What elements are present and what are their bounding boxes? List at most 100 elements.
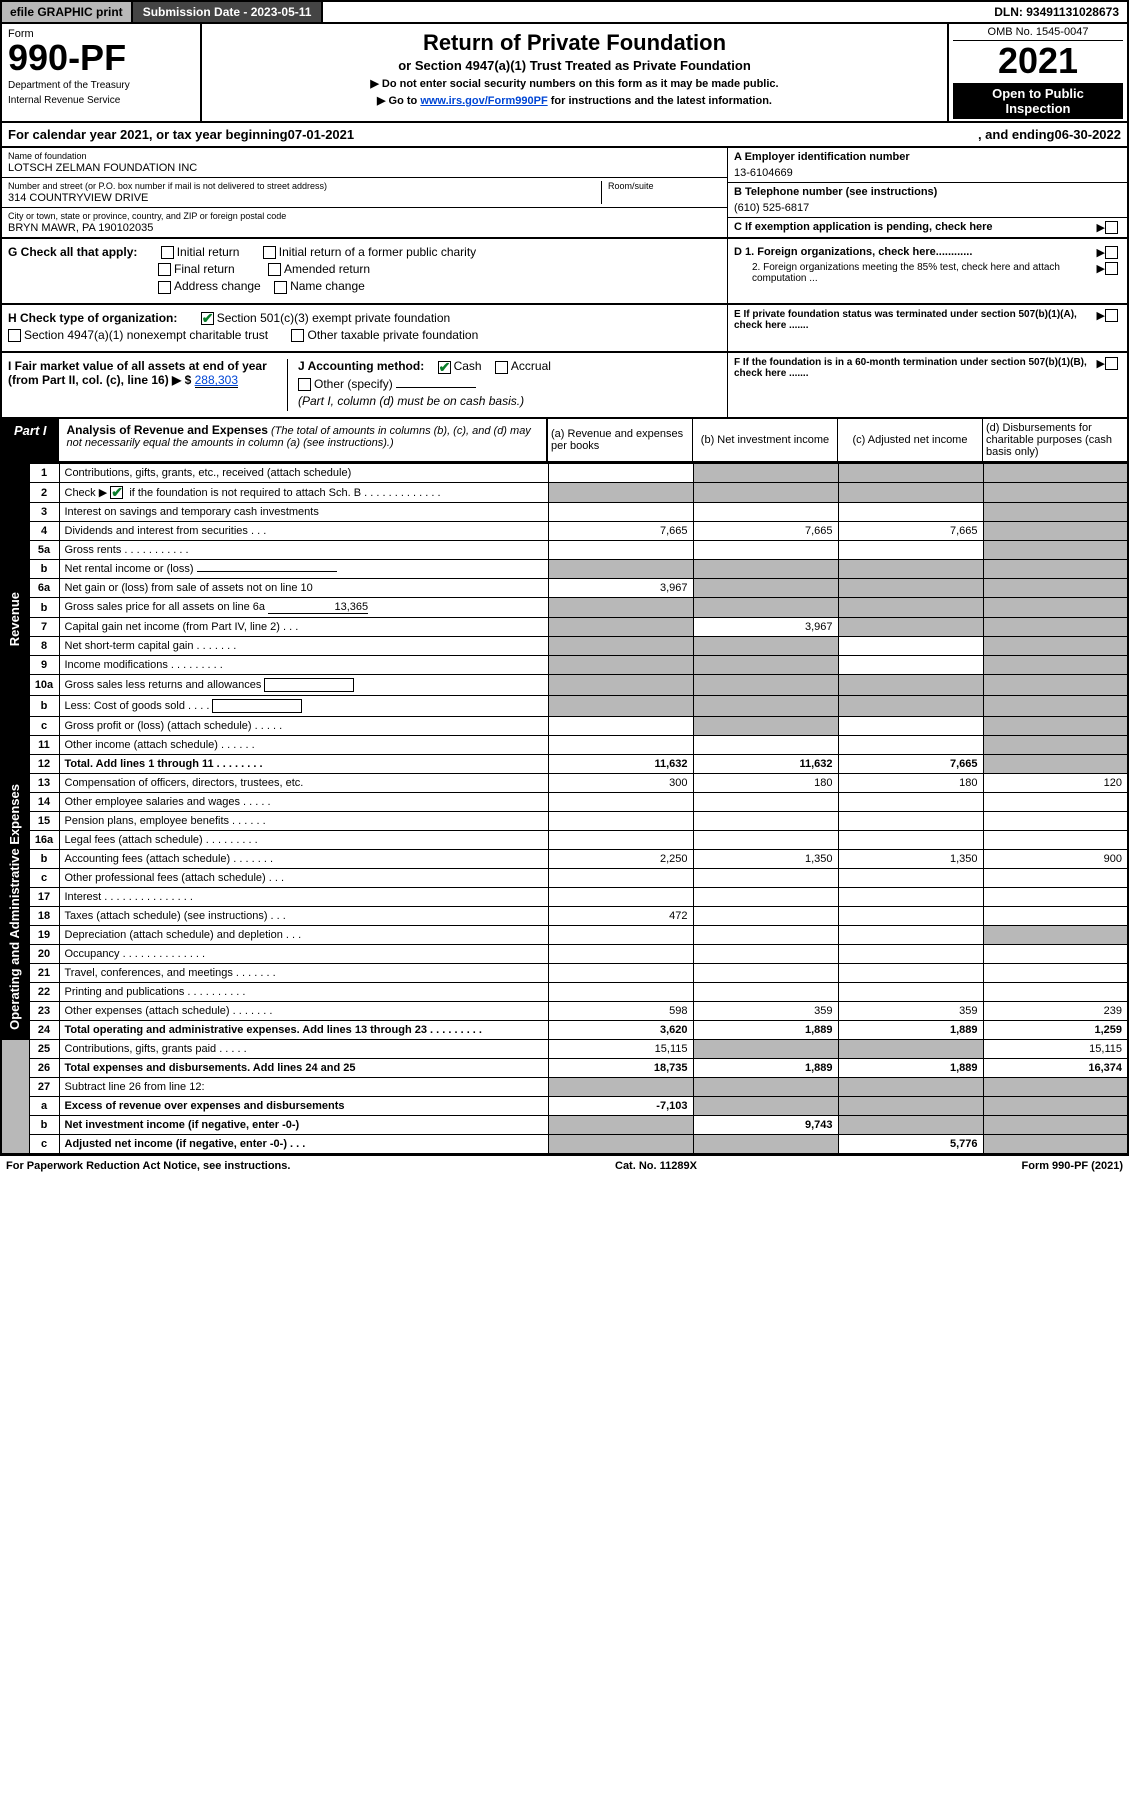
checks-ij-f: I Fair market value of all assets at end… (0, 353, 1129, 419)
row-5a: 5a Gross rents . . . . . . . . . . . (1, 541, 1128, 560)
r23-b: 359 (693, 1002, 838, 1021)
arrow-icon: ▶ (1097, 246, 1105, 259)
expenses-side-label: Operating and Administrative Expenses (1, 774, 29, 1040)
row-16c: c Other professional fees (attach schedu… (1, 869, 1128, 888)
row-22: 22 Printing and publications . . . . . .… (1, 983, 1128, 1002)
g-amended: Amended return (284, 262, 370, 276)
j-other-cb[interactable] (298, 378, 311, 391)
col-b-header: (b) Net investment income (692, 419, 837, 461)
ln-19: 19 (29, 926, 59, 945)
city-label: City or town, state or province, country… (8, 211, 721, 221)
desc-14: Other employee salaries and wages . . . … (59, 793, 548, 812)
desc-5b: Net rental income or (loss) (59, 560, 548, 579)
e-block: E If private foundation status was termi… (727, 305, 1127, 352)
phone-label: B Telephone number (see instructions) (734, 186, 1121, 198)
ln-5b: b (29, 560, 59, 579)
row-8: 8 Net short-term capital gain . . . . . … (1, 637, 1128, 656)
j-other-line (396, 387, 476, 388)
ln-5a: 5a (29, 541, 59, 560)
desc-10b: Less: Cost of goods sold . . . . (59, 696, 548, 717)
j-accrual: Accrual (511, 359, 551, 373)
j-accrual-cb[interactable] (495, 361, 508, 374)
row-14: 14 Other employee salaries and wages . .… (1, 793, 1128, 812)
footer-formref: Form 990-PF (2021) (1022, 1160, 1123, 1172)
row-21: 21 Travel, conferences, and meetings . .… (1, 964, 1128, 983)
desc-27b: Net investment income (if negative, ente… (59, 1116, 548, 1135)
header-title-block: Return of Private Foundation or Section … (202, 24, 947, 121)
g-initial-return-cb[interactable] (161, 246, 174, 259)
g-address-change-cb[interactable] (158, 281, 171, 294)
r4-c: 7,665 (838, 522, 983, 541)
open-to-public: Open to Public Inspection (953, 83, 1123, 119)
id-right: A Employer identification number 13-6104… (727, 148, 1127, 237)
desc-16c: Other professional fees (attach schedule… (59, 869, 548, 888)
d1-checkbox[interactable] (1105, 246, 1118, 259)
ln-15: 15 (29, 812, 59, 831)
desc-24: Total operating and administrative expen… (59, 1021, 548, 1040)
g-final-return-cb[interactable] (158, 263, 171, 276)
desc-7: Capital gain net income (from Part IV, l… (59, 618, 548, 637)
r16b-b: 1,350 (693, 850, 838, 869)
g-amended-cb[interactable] (268, 263, 281, 276)
row-17: 17 Interest . . . . . . . . . . . . . . … (1, 888, 1128, 907)
r16b-a: 2,250 (548, 850, 693, 869)
arrow-icon: ▶ (1097, 357, 1105, 379)
d1-label: D 1. Foreign organizations, check here..… (734, 246, 1097, 259)
desc-9: Income modifications . . . . . . . . . (59, 656, 548, 675)
i-fmv-value[interactable]: 288,303 (195, 373, 238, 388)
d2-label: 2. Foreign organizations meeting the 85%… (734, 262, 1097, 284)
r13-b: 180 (693, 774, 838, 793)
ln-21: 21 (29, 964, 59, 983)
irs-link[interactable]: www.irs.gov/Form990PF (420, 95, 547, 107)
r13-c: 180 (838, 774, 983, 793)
h-501c3-cb[interactable] (201, 312, 214, 325)
row-25: 25 Contributions, gifts, grants paid . .… (1, 1040, 1128, 1059)
r12-c: 7,665 (838, 755, 983, 774)
row-10a: 10a Gross sales less returns and allowan… (1, 675, 1128, 696)
page-footer: For Paperwork Reduction Act Notice, see … (0, 1155, 1129, 1176)
desc-16a: Legal fees (attach schedule) . . . . . .… (59, 831, 548, 850)
checks-h-e: H Check type of organization: Section 50… (0, 305, 1129, 354)
r13-a: 300 (548, 774, 693, 793)
h-4947: Section 4947(a)(1) nonexempt charitable … (24, 328, 268, 342)
g-name-change-cb[interactable] (274, 281, 287, 294)
h-4947-cb[interactable] (8, 329, 21, 342)
h-501c3: Section 501(c)(3) exempt private foundat… (217, 311, 450, 325)
g-initial-former-cb[interactable] (263, 246, 276, 259)
desc-20: Occupancy . . . . . . . . . . . . . . (59, 945, 548, 964)
open-line2: Inspection (955, 101, 1121, 116)
row-26: 26 Total expenses and disbursements. Add… (1, 1059, 1128, 1078)
calyear-mid: , and ending (978, 127, 1055, 142)
r27b-b: 9,743 (693, 1116, 838, 1135)
ln-8: 8 (29, 637, 59, 656)
ln-27c: c (29, 1135, 59, 1155)
r23-a: 598 (548, 1002, 693, 1021)
ln-17: 17 (29, 888, 59, 907)
c-label: C If exemption application is pending, c… (734, 221, 1097, 233)
h-other-taxable-cb[interactable] (291, 329, 304, 342)
note2-post: for instructions and the latest informat… (548, 95, 772, 107)
g-initial-former: Initial return of a former public charit… (279, 245, 476, 259)
arrow-icon: ▶ (1097, 262, 1105, 284)
e-checkbox[interactable] (1105, 309, 1118, 322)
row-6a: 6a Net gain or (loss) from sale of asset… (1, 579, 1128, 598)
note2-pre: ▶ Go to (377, 95, 420, 107)
desc-4: Dividends and interest from securities .… (59, 522, 548, 541)
d2-checkbox[interactable] (1105, 262, 1118, 275)
c-checkbox[interactable] (1105, 221, 1118, 234)
j-cash-cb[interactable] (438, 361, 451, 374)
r12-a: 11,632 (548, 755, 693, 774)
part1-label: Part I (2, 419, 59, 461)
efile-print-button[interactable]: efile GRAPHIC print (2, 2, 133, 22)
footer-left: For Paperwork Reduction Act Notice, see … (6, 1160, 290, 1172)
r4-b: 7,665 (693, 522, 838, 541)
f-checkbox[interactable] (1105, 357, 1118, 370)
schb-checkbox[interactable] (110, 486, 123, 499)
row-10b: b Less: Cost of goods sold . . . . (1, 696, 1128, 717)
r25-a: 15,115 (548, 1040, 693, 1059)
g-name-change: Name change (290, 279, 365, 293)
city-state-zip: BRYN MAWR, PA 190102035 (8, 222, 721, 234)
footer-catno: Cat. No. 11289X (615, 1160, 697, 1172)
j-label: J Accounting method: (298, 359, 424, 373)
desc-26: Total expenses and disbursements. Add li… (59, 1059, 548, 1078)
